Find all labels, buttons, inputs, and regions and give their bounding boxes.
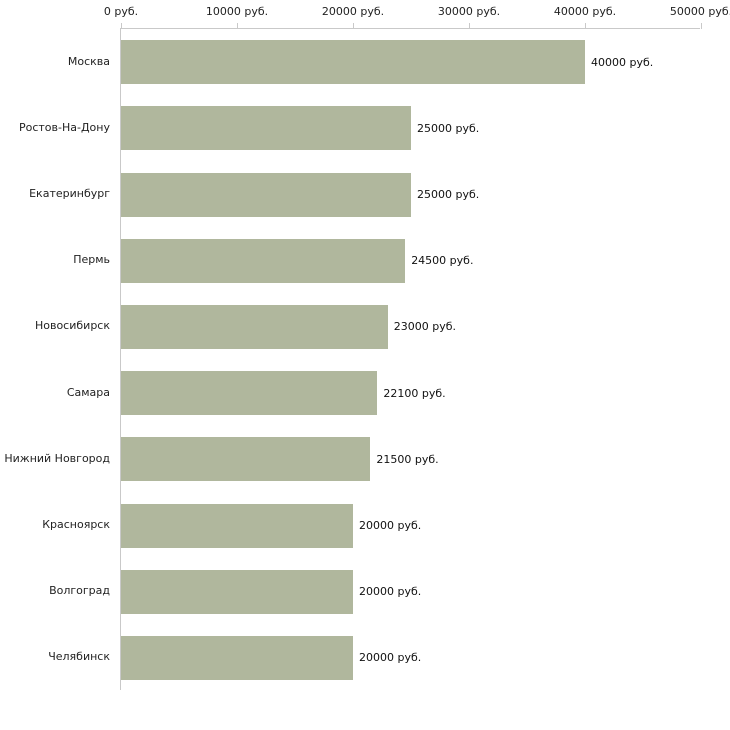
x-tick-label: 30000 руб.	[437, 5, 501, 18]
x-tick-label: 20000 руб.	[321, 5, 385, 18]
value-label: 23000 руб.	[393, 320, 457, 334]
x-axis-tick	[469, 23, 470, 29]
x-axis-tick	[121, 23, 122, 29]
category-label: Нижний Новгород	[4, 451, 110, 465]
value-label: 20000 руб.	[359, 585, 422, 599]
category-label: Пермь	[73, 253, 110, 267]
bar	[121, 238, 406, 283]
value-label: 25000 руб.	[417, 121, 480, 135]
category-label: Екатеринбург	[29, 187, 110, 200]
bar	[121, 503, 353, 548]
value-label: 20000 руб.	[359, 651, 422, 665]
x-axis-tick	[585, 23, 586, 29]
y-axis-labels: Москва Ростов-На-Дону Екатеринбург Пермь Нов…	[0, 28, 115, 690]
bar	[121, 304, 388, 349]
x-axis-tick	[237, 23, 238, 29]
x-tick-label: 40000 руб.	[553, 5, 617, 18]
x-tick-label: 0 руб.	[103, 5, 139, 18]
bar	[121, 635, 353, 680]
x-axis-tick	[353, 23, 354, 29]
category-label: Москва	[67, 54, 110, 68]
category-label: Челябинск	[48, 650, 110, 664]
bar	[121, 371, 378, 416]
bar	[121, 106, 411, 151]
x-tick-label: 50000 руб.	[669, 5, 730, 18]
value-label: 20000 руб.	[359, 519, 422, 532]
value-label: 22100 руб.	[383, 386, 446, 400]
bar	[121, 569, 353, 614]
value-label: 40000 руб.	[591, 55, 654, 69]
value-label: 24500 руб.	[411, 254, 474, 268]
category-label: Ростов-На-Дону	[18, 120, 110, 134]
value-label: 25000 руб.	[417, 188, 480, 201]
x-tick-label: 10000 руб.	[205, 5, 269, 18]
bar	[121, 40, 585, 85]
category-label: Самара	[66, 385, 110, 399]
x-axis-tick	[701, 23, 702, 29]
category-label: Новосибирск	[34, 319, 110, 333]
bar	[121, 437, 371, 482]
category-label: Красноярск	[42, 518, 110, 531]
category-label: Волгоград	[49, 584, 110, 598]
plot-area: 0 руб. 10000 руб. 20000 руб. 30000 руб. 4000…	[104, 5, 730, 690]
value-label: 21500 руб.	[376, 452, 439, 466]
bar	[121, 172, 411, 217]
